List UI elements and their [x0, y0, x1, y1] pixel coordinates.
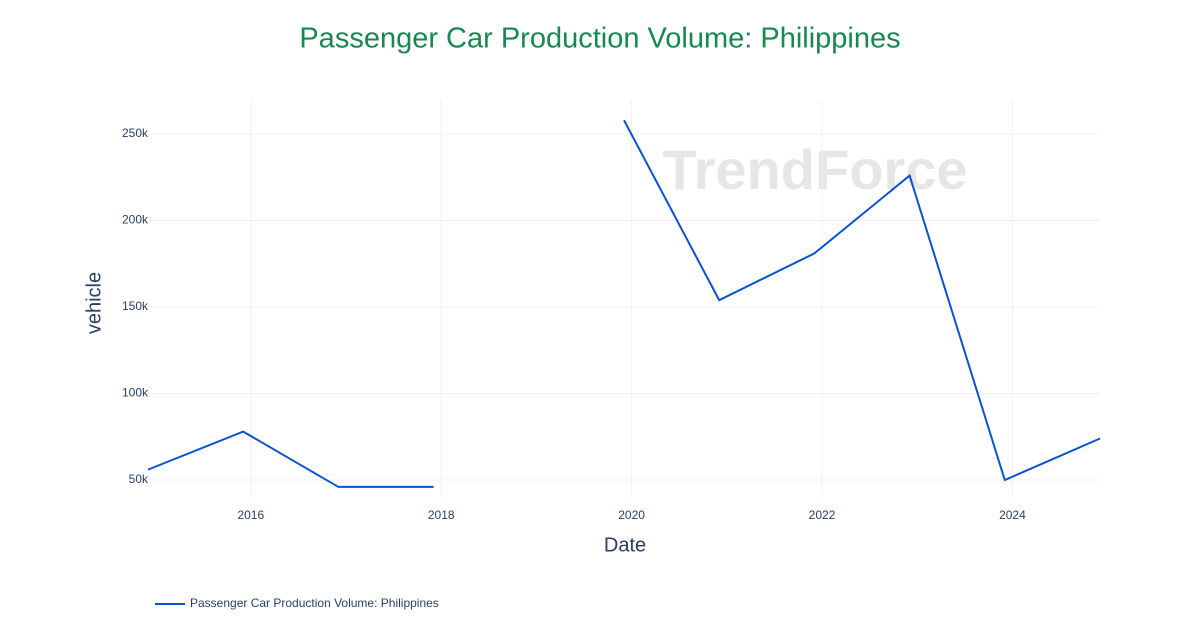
y-tick-label: 50k — [129, 472, 149, 486]
y-tick-label: 250k — [122, 126, 149, 140]
x-axis-title: Date — [604, 534, 646, 556]
line — [147, 119, 1101, 488]
chart-title: Passenger Car Production Volume: Philipp… — [299, 23, 900, 55]
y-tick-label: 100k — [122, 386, 149, 400]
y-axis-title: vehicle — [83, 272, 105, 334]
legend-label: Passenger Car Production Volume: Philipp… — [190, 596, 439, 610]
y-tick-label: 200k — [122, 213, 149, 227]
y-tick-label: 150k — [122, 299, 149, 313]
x-tick-label: 2022 — [809, 508, 836, 522]
x-tick-label: 2020 — [618, 508, 645, 522]
x-tick-label: 2024 — [999, 508, 1026, 522]
x-tick-label: 2018 — [428, 508, 455, 522]
watermark: TrendForce — [663, 138, 968, 201]
x-tick-label: 2016 — [237, 508, 264, 522]
